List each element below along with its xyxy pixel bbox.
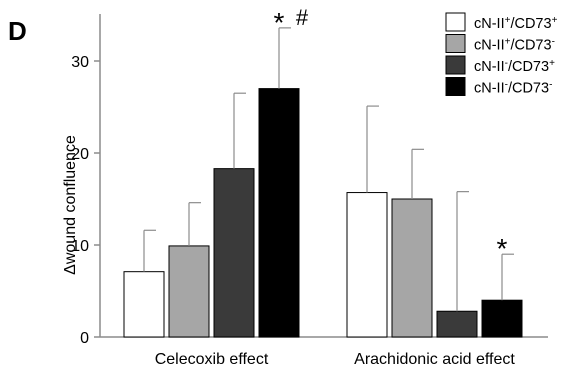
significance-annotations: * # * — [274, 5, 508, 264]
legend-label: cN-II-/CD73+ — [474, 58, 555, 76]
significance-star: * — [274, 7, 285, 38]
bar — [168, 245, 210, 338]
bar — [123, 271, 165, 338]
bar — [436, 310, 478, 338]
legend-swatch — [445, 77, 466, 96]
y-tick-label: 20 — [71, 146, 89, 163]
y-axis-label: Δwound confluence — [62, 135, 79, 275]
significance-star: * — [497, 233, 508, 264]
legend-label: cN-II+/CD73+ — [474, 15, 558, 33]
legend-swatch — [445, 12, 466, 32]
significance-hash: # — [296, 5, 309, 30]
x-category-label: Celecoxib effect — [155, 351, 269, 368]
legend-label: cN-II-/CD73- — [474, 79, 552, 97]
panel-label: D — [8, 16, 27, 46]
legend-swatch — [445, 55, 466, 75]
y-tick-label: 30 — [71, 54, 89, 71]
y-tick-label: 10 — [71, 238, 89, 255]
bar — [258, 88, 300, 338]
y-tick-label: 0 — [80, 330, 89, 347]
bar — [213, 168, 255, 338]
legend-label: cN-II+/CD73- — [474, 36, 555, 54]
bar — [346, 192, 388, 338]
chart-bars — [123, 88, 523, 338]
chart-axes: 0 10 20 30 Δwound confluence Celecoxib effect… — [62, 14, 548, 368]
x-category-label: Arachidonic acid effect — [354, 351, 515, 368]
bar — [481, 299, 523, 338]
bar — [391, 198, 433, 338]
error-bars — [143, 27, 514, 312]
legend: cN-II+/CD73+ cN-II+/CD73- cN-II-/CD73+ cN-I… — [445, 12, 558, 97]
legend-swatch — [445, 34, 466, 53]
